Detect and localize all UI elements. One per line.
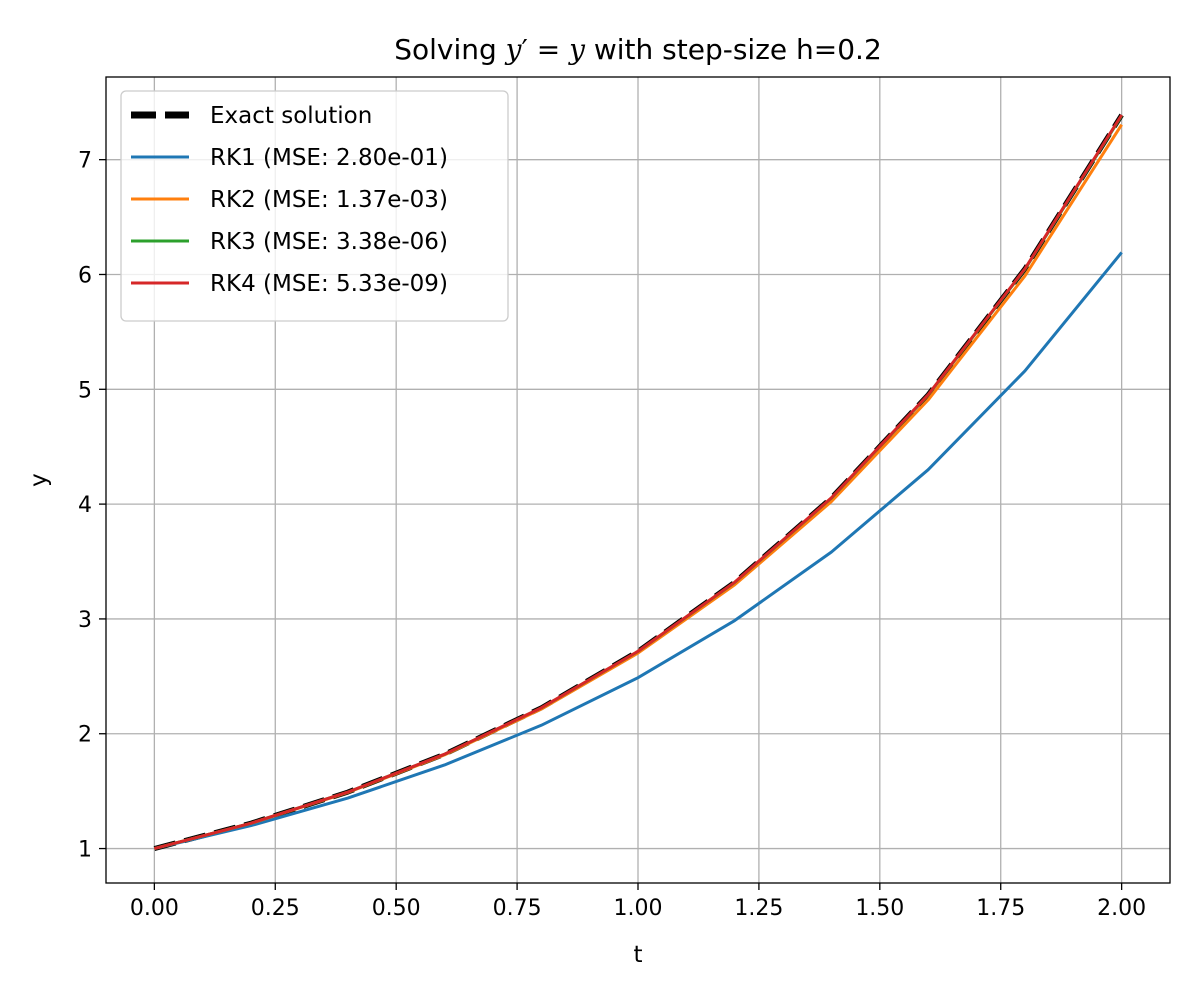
y-tick-label: 1 bbox=[78, 838, 92, 863]
series-line-rk1 bbox=[154, 251, 1123, 851]
legend-label: RK1 (MSE: 2.80e-01) bbox=[210, 145, 448, 171]
legend-label: RK2 (MSE: 1.37e-03) bbox=[210, 187, 448, 213]
x-tick-label: 1.00 bbox=[614, 896, 663, 921]
series-line-rk4 bbox=[153, 114, 1123, 851]
legend-label: RK4 (MSE: 5.33e-09) bbox=[210, 271, 448, 297]
legend-label: RK3 (MSE: 3.38e-06) bbox=[210, 229, 448, 255]
x-tick-label: 0.00 bbox=[130, 896, 179, 921]
series-lines bbox=[153, 113, 1124, 851]
x-axis-label: t bbox=[633, 942, 642, 968]
x-axis-ticks: 0.00 0.25 0.50 0.75 1.00 1.25 1.50 1.75 2.00 bbox=[130, 883, 1146, 921]
x-tick-label: 2.00 bbox=[1097, 896, 1146, 921]
y-axis-ticks: 1 2 3 4 5 6 7 bbox=[78, 149, 106, 863]
y-tick-label: 6 bbox=[78, 263, 92, 288]
legend-box bbox=[120, 90, 509, 322]
x-tick-label: 1.50 bbox=[855, 896, 904, 921]
x-tick-label: 0.75 bbox=[493, 896, 542, 921]
x-tick-label: 1.75 bbox=[976, 896, 1025, 921]
y-tick-label: 4 bbox=[78, 493, 92, 518]
chart-title: Solving y′ = y with step-size h=0.2 bbox=[394, 33, 882, 66]
y-tick-label: 3 bbox=[78, 608, 92, 633]
x-tick-label: 0.25 bbox=[251, 896, 300, 921]
x-tick-label: 0.50 bbox=[372, 896, 421, 921]
legend-label: Exact solution bbox=[210, 103, 372, 129]
y-tick-label: 2 bbox=[78, 723, 92, 748]
y-tick-label: 7 bbox=[78, 149, 92, 174]
x-tick-label: 1.25 bbox=[734, 896, 783, 921]
y-axis-label: y bbox=[26, 473, 52, 487]
y-tick-label: 5 bbox=[78, 378, 92, 403]
legend: Exact solution RK1 (MSE: 2.80e-01) RK2 (MS… bbox=[120, 90, 509, 322]
